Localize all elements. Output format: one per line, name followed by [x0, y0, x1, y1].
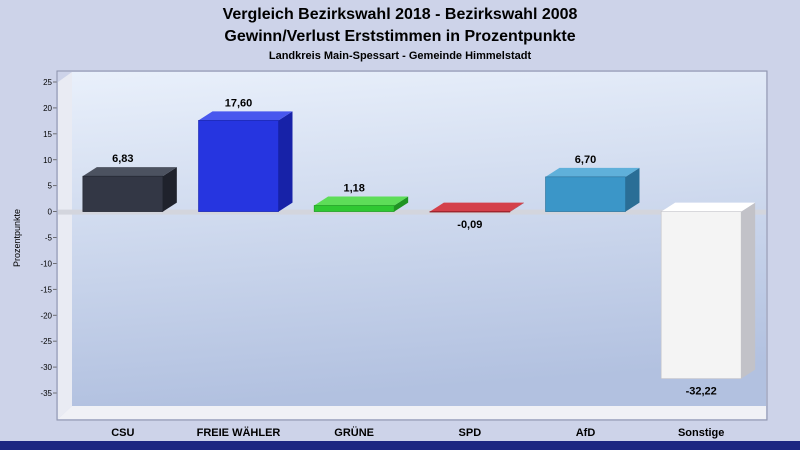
bar-top-face [82, 167, 177, 177]
category-label: CSU [111, 427, 134, 439]
category-label: FREIE WÄHLER [197, 426, 281, 439]
plot-floor [58, 406, 766, 419]
bar-spd: -0,09 SPD [429, 202, 524, 439]
bar-csu: 6,83 CSU [82, 153, 177, 439]
bar-top-face [198, 111, 293, 121]
bar-side-face [625, 167, 640, 212]
category-label: Sonstige [678, 427, 724, 439]
bottom-strip [0, 441, 800, 450]
bar-front-face [660, 211, 742, 379]
bar-front-face [82, 175, 164, 212]
y-tick-label: 20 [43, 104, 52, 113]
bar-freie-w-hler: 17,60 FREIE WÄHLER [197, 97, 293, 439]
category-label: SPD [459, 427, 482, 439]
bar-front-face [313, 205, 395, 212]
y-tick-label: -10 [40, 259, 52, 268]
value-label: -32,22 [686, 386, 717, 398]
value-label: 6,70 [575, 154, 596, 166]
bar-side-face [278, 111, 293, 212]
category-label: GRÜNE [334, 426, 374, 439]
y-tick-label: -25 [40, 337, 52, 346]
y-tick-label: -15 [40, 285, 52, 294]
bar-afd: 6,70 AfD [545, 154, 640, 439]
chart-title-line1: Vergleich Bezirkswahl 2018 - Bezirkswahl… [222, 6, 578, 23]
plot-border [56, 70, 768, 421]
bar-top-face [545, 167, 640, 177]
y-tick-label: 10 [43, 156, 52, 165]
value-label: 1,18 [343, 182, 364, 194]
bar-side-face [162, 167, 177, 212]
plot-left-wall [58, 72, 72, 419]
value-label: -0,09 [457, 219, 482, 231]
bar-side-face [741, 202, 756, 379]
bar-top-face [314, 196, 409, 206]
y-tick-label: 25 [43, 78, 52, 87]
value-label: 17,60 [225, 97, 253, 109]
bar-top-face [661, 202, 756, 212]
bar-side-face [509, 202, 524, 213]
bar-gr-ne: 1,18 GRÜNE [313, 182, 409, 439]
value-label: 6,83 [112, 153, 133, 165]
y-tick-label: -30 [40, 363, 52, 372]
chart-header: Vergleich Bezirkswahl 2018 - Bezirkswahl… [0, 4, 800, 64]
chart-subtitle: Landkreis Main-Spessart - Gemeinde Himme… [268, 50, 532, 62]
y-tick-label: 0 [48, 208, 53, 217]
bar-side-face [394, 196, 409, 212]
plot-back-wall [72, 72, 766, 406]
bar-front-face [545, 176, 626, 212]
bar-front-face [198, 120, 279, 212]
bar-front-face [429, 211, 511, 213]
chart-title-line2: Gewinn/Verlust Erststimmen in Prozentpun… [224, 28, 576, 45]
bar-top-face [429, 202, 524, 212]
y-tick-label: -5 [45, 234, 53, 243]
category-label: AfD [576, 427, 596, 439]
y-tick-label: -20 [40, 311, 52, 320]
y-tick-label: -35 [40, 389, 52, 398]
bar-sonstige: -32,22 Sonstige [660, 202, 756, 439]
y-tick-label: 15 [43, 130, 52, 139]
y-axis-title: Prozentpunkte [12, 209, 22, 267]
y-tick-label: 5 [48, 182, 53, 191]
zero-line [58, 209, 766, 215]
